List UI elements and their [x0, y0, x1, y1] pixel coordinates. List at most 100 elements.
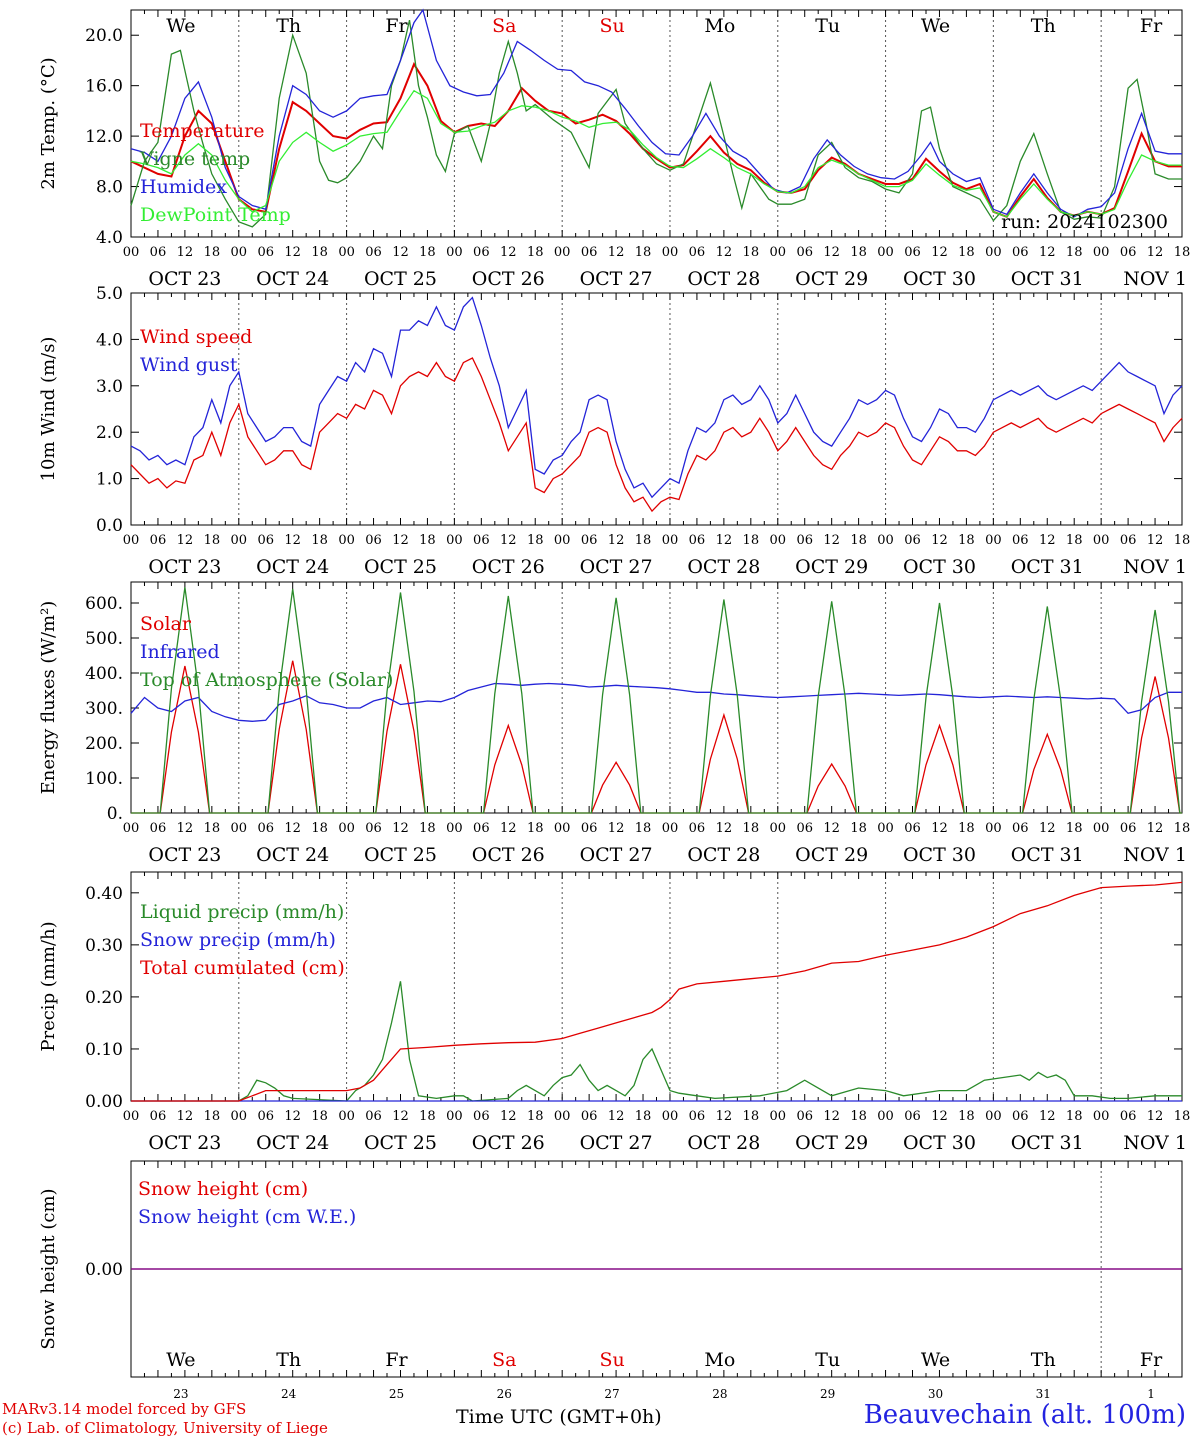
hour-tick-label: 06: [473, 821, 490, 836]
hour-tick-label: 12: [716, 821, 733, 836]
hour-tick-label: 12: [1147, 533, 1164, 548]
hour-tick-label: 18: [1066, 821, 1083, 836]
hour-tick-label: 12: [716, 1109, 733, 1124]
x-axis-label: Time UTC (GMT+0h): [456, 1406, 662, 1428]
hour-tick-label: 06: [1012, 533, 1029, 548]
hour-tick-label: 06: [796, 533, 813, 548]
weekday-label: Th: [1031, 15, 1056, 37]
y-tick-label: 12.0: [85, 127, 123, 147]
hour-tick-label: 18: [850, 245, 867, 260]
y-axis-label: 2m Temp. (°C): [38, 57, 59, 189]
hour-tick-label: 12: [716, 245, 733, 260]
hour-tick-label: 12: [823, 245, 840, 260]
hour-tick-label: 00: [123, 1109, 140, 1124]
day-number-label: 30: [928, 1387, 943, 1400]
y-tick-label: 0.40: [85, 884, 123, 904]
hour-tick-label: 12: [500, 821, 517, 836]
hour-tick-label: 06: [1012, 821, 1029, 836]
run-label: run: 2024102300: [1001, 211, 1168, 233]
hour-tick-label: 12: [1039, 1109, 1056, 1124]
hour-tick-label: 06: [689, 533, 706, 548]
hour-tick-label: 06: [257, 821, 274, 836]
hour-tick-label: 00: [877, 821, 894, 836]
hour-tick-label: 00: [231, 245, 248, 260]
weekday-label: Su: [599, 15, 624, 37]
hour-tick-label: 00: [662, 821, 679, 836]
weekday-label: We: [921, 1349, 950, 1371]
hour-tick-label: 06: [796, 821, 813, 836]
weekday-label: Th: [1031, 1349, 1056, 1371]
hour-tick-label: 06: [365, 1109, 382, 1124]
weekday-label: Fr: [385, 1349, 408, 1371]
hour-tick-label: 18: [1066, 245, 1083, 260]
hour-tick-label: 06: [257, 1109, 274, 1124]
hour-tick-label: 12: [608, 1109, 625, 1124]
hour-tick-label: 00: [554, 245, 571, 260]
weekday-label: Sa: [492, 15, 516, 37]
y-tick-label: 200.: [85, 734, 123, 754]
date-label: OCT 26: [472, 1132, 545, 1154]
hour-tick-label: 18: [743, 245, 760, 260]
hour-tick-label: 06: [365, 533, 382, 548]
hour-tick-label: 06: [1012, 245, 1029, 260]
y-axis-label: Precip (mm/h): [38, 921, 59, 1051]
series-line-total-cumulated-cm-: [131, 881, 1183, 1102]
hour-tick-label: 18: [527, 1109, 544, 1124]
day-number-label: 29: [820, 1387, 835, 1400]
hour-tick-label: 00: [985, 533, 1002, 548]
hour-tick-label: 18: [1174, 533, 1191, 548]
y-tick-label: 0.00: [85, 1260, 123, 1280]
legend-infrared: Infrared: [140, 641, 220, 663]
day-number-label: 24: [281, 1387, 297, 1400]
hour-tick-label: 12: [1147, 821, 1164, 836]
hour-tick-label: 18: [311, 1109, 328, 1124]
hour-tick-label: 18: [1066, 533, 1083, 548]
hour-tick-label: 12: [823, 533, 840, 548]
date-label: OCT 27: [580, 844, 653, 866]
date-label: OCT 29: [795, 268, 868, 290]
y-tick-label: 0.10: [85, 1040, 123, 1060]
hour-tick-label: 06: [473, 245, 490, 260]
hour-tick-label: 18: [743, 1109, 760, 1124]
hour-tick-label: 06: [1120, 245, 1137, 260]
hour-tick-label: 06: [150, 533, 167, 548]
date-label: OCT 31: [1011, 268, 1084, 290]
hour-tick-label: 06: [689, 245, 706, 260]
hour-tick-label: 18: [635, 821, 652, 836]
hour-tick-label: 00: [985, 821, 1002, 836]
date-label: NOV 1: [1123, 844, 1187, 866]
date-label: OCT 23: [148, 556, 221, 578]
day-number-label: 25: [389, 1387, 404, 1400]
model-credit: MARv3.14 model forced by GFS: [2, 1400, 247, 1418]
weekday-label: We: [166, 1349, 195, 1371]
legend-humidex: Humidex: [140, 176, 227, 198]
hour-tick-label: 12: [608, 245, 625, 260]
hour-tick-label: 18: [635, 245, 652, 260]
y-tick-label: 600.: [85, 594, 123, 614]
hour-tick-label: 18: [958, 821, 975, 836]
hour-tick-label: 12: [177, 533, 194, 548]
hour-tick-label: 00: [123, 245, 140, 260]
date-label: NOV 1: [1123, 268, 1187, 290]
hour-tick-label: 12: [716, 533, 733, 548]
weekday-label: Fr: [1140, 15, 1163, 37]
hour-tick-label: 12: [931, 1109, 948, 1124]
hour-tick-label: 12: [608, 821, 625, 836]
y-axis-label: 10m Wind (m/s): [38, 337, 59, 482]
hour-tick-label: 00: [338, 245, 355, 260]
hour-tick-label: 06: [257, 533, 274, 548]
hour-tick-label: 12: [1039, 533, 1056, 548]
hour-tick-label: 00: [877, 245, 894, 260]
hour-tick-label: 00: [877, 1109, 894, 1124]
panel-4: [130, 871, 1183, 1102]
date-label: OCT 29: [795, 844, 868, 866]
hour-tick-label: 12: [392, 533, 409, 548]
hour-tick-label: 18: [419, 245, 436, 260]
hour-tick-label: 06: [689, 1109, 706, 1124]
day-number-label: 26: [497, 1387, 512, 1400]
hour-tick-label: 18: [1174, 821, 1191, 836]
weekday-label: Fr: [1140, 1349, 1163, 1371]
legend-snow-height-cm-: Snow height (cm): [138, 1178, 308, 1200]
y-tick-label: 0.: [107, 804, 123, 824]
hour-tick-label: 00: [554, 533, 571, 548]
